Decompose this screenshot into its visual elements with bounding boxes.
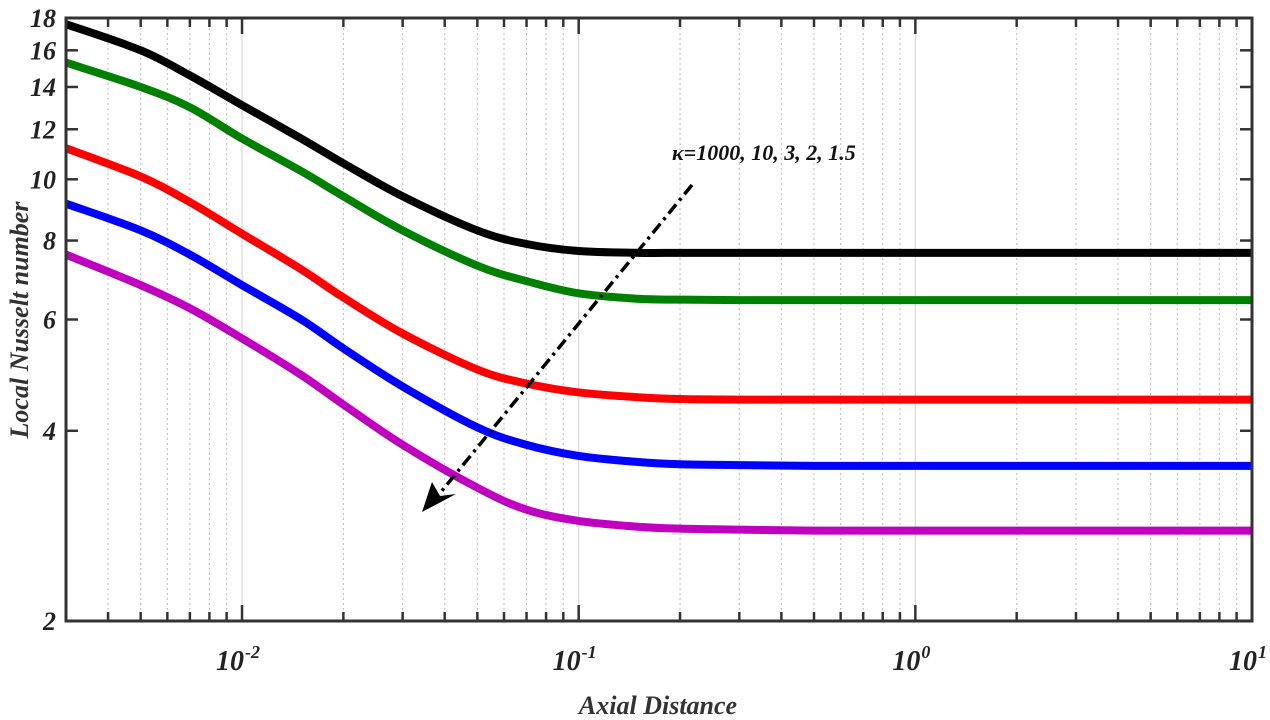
x-tick-label: 100 <box>892 642 930 677</box>
kappa-annotation: κ=1000, 10, 3, 2, 1.5 <box>422 140 856 512</box>
series-line <box>64 58 1252 305</box>
y-tick-label: 16 <box>30 36 56 65</box>
x-axis-title: Axial Distance <box>577 691 737 720</box>
axes <box>64 16 1254 623</box>
y-tick-label: 18 <box>30 4 56 33</box>
x-tick-exponent: -1 <box>582 642 597 662</box>
grid-lines <box>65 18 1238 621</box>
y-tick-label: 10 <box>30 165 56 194</box>
arrow-line <box>434 183 694 500</box>
x-tick-label: 10-1 <box>553 642 597 677</box>
y-tick-label: 6 <box>43 306 56 335</box>
arrow-head-icon <box>422 482 456 512</box>
x-tick-exponent: 0 <box>921 642 930 662</box>
y-tick-label: 14 <box>30 73 56 102</box>
y-tick-label: 4 <box>42 417 56 446</box>
annotation-text: κ=1000, 10, 3, 2, 1.5 <box>672 140 856 165</box>
series-line <box>64 144 1252 404</box>
x-tick-label: 101 <box>1229 642 1267 677</box>
x-tick-exponent: 1 <box>1258 642 1267 662</box>
x-tick-label: 10-2 <box>216 642 260 677</box>
x-tick-exponent: -2 <box>245 642 260 662</box>
series-line <box>64 20 1252 257</box>
data-series <box>64 20 1252 535</box>
series-line <box>64 199 1252 470</box>
y-axis-title: Local Nusselt number <box>5 201 34 440</box>
y-tick-label: 12 <box>30 115 56 144</box>
y-tick-label: 8 <box>43 227 56 256</box>
y-tick-label: 2 <box>42 607 56 636</box>
series-line <box>64 250 1252 535</box>
